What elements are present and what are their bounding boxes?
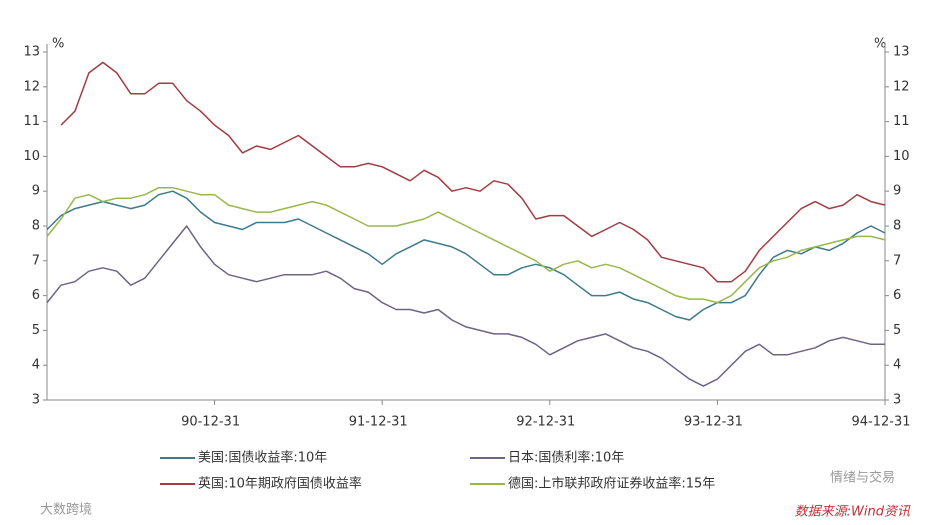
y2-tick-label: 9: [893, 184, 901, 199]
legend-label: 德国:上市联邦政府证券收益率:15年: [508, 476, 715, 492]
legend-label: 美国:国债收益率:10年: [198, 450, 327, 466]
line: [46, 225, 885, 387]
line: [46, 190, 886, 321]
y2-tick-label: 12: [893, 79, 910, 94]
x-tick-label: 92-12-31: [516, 415, 575, 430]
y2-tick-label: 6: [893, 288, 901, 303]
y2-tick-label: 7: [893, 253, 901, 268]
y2-tick-label: 3: [893, 393, 901, 408]
y-tick-label: 12: [23, 79, 40, 94]
y2-unit: %: [874, 37, 886, 52]
y2-tick-label: 13: [893, 45, 910, 60]
line: [60, 61, 886, 283]
source: 数据来源:Wind资讯: [795, 505, 911, 520]
y-unit: %: [52, 37, 64, 52]
x-tick-label: 90-12-31: [181, 415, 240, 430]
y-tick-label: 8: [32, 219, 40, 234]
y-tick-label: 7: [32, 253, 40, 268]
legend-label: 日本:国债利率:10年: [508, 450, 624, 466]
y-tick-label: 10: [23, 149, 40, 164]
legend-label: 英国:10年期政府国债收益率: [198, 476, 362, 492]
y2-tick-label: 10: [893, 149, 910, 164]
y-tick-label: 9: [32, 184, 40, 199]
y-tick-label: 11: [23, 114, 40, 129]
x-tick-label: 91-12-31: [349, 415, 408, 430]
y2-tick-label: 8: [893, 219, 901, 234]
y-tick-label: 3: [32, 393, 40, 408]
y2-tick-label: 5: [893, 323, 901, 338]
watermark: 大数跨境: [40, 503, 92, 518]
y-tick-label: 6: [32, 288, 40, 303]
line: [46, 186, 886, 304]
y-tick-label: 5: [32, 323, 40, 338]
x-tick-label: 93-12-31: [684, 415, 743, 430]
y2-tick-label: 4: [893, 358, 901, 373]
y-tick-label: 4: [32, 358, 40, 373]
y-tick-label: 13: [23, 45, 40, 60]
watermark: 情绪与交易: [830, 470, 895, 486]
y2-tick-label: 11: [893, 114, 910, 129]
x-tick-label: 94-12-31: [851, 415, 910, 430]
